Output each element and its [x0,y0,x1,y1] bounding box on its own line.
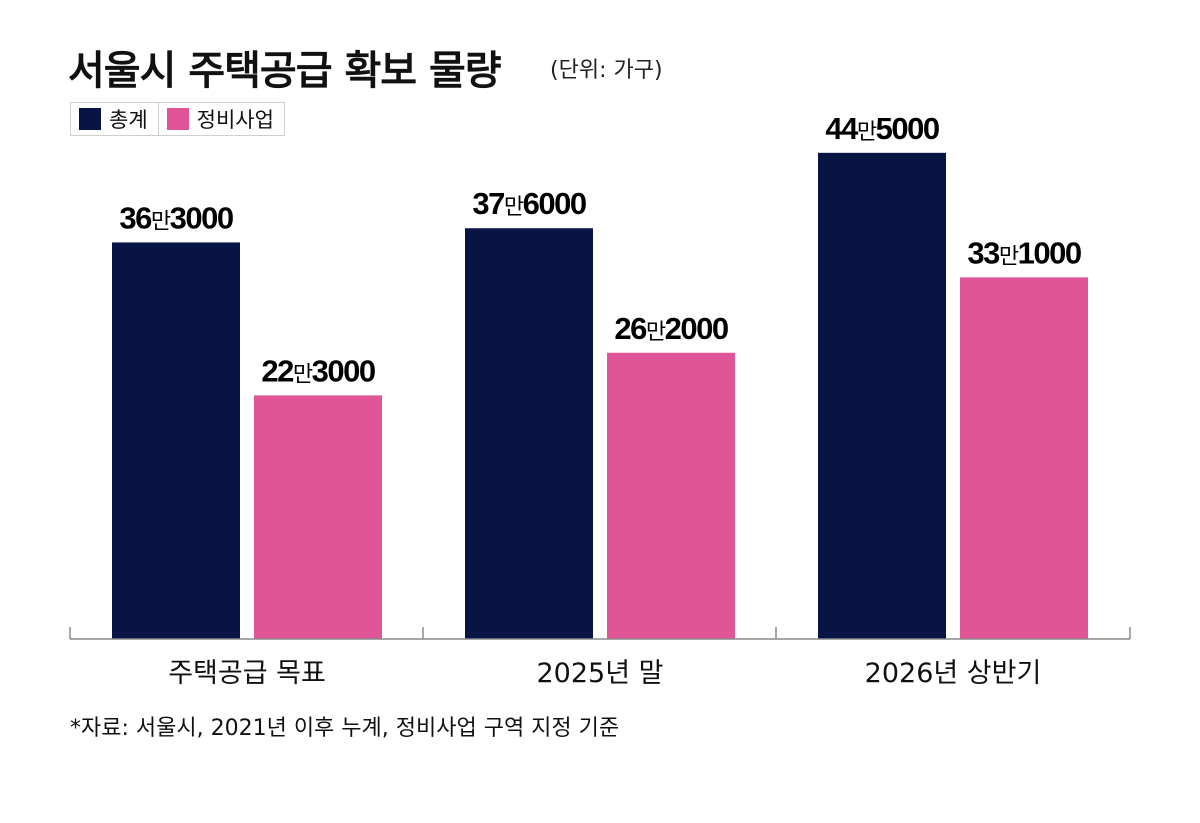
source-note: *자료: 서울시, 2021년 이후 누계, 정비사업 구역 지정 기준 [70,716,620,741]
unit-label: (단위: 가구) [550,58,663,83]
data-label-redevelopment-0: 22만3000 [261,353,374,388]
bar-redevelopment-2 [960,277,1088,639]
data-label-total-2: 44만5000 [825,111,938,146]
category-label-1: 2025년 말 [537,658,664,689]
bar-total-0 [112,242,240,640]
category-label-0: 주택공급 목표 [168,658,326,689]
legend-item-total: 총계 [70,102,159,136]
legend-item-redevelopment: 정비사업 [158,102,285,136]
category-label-2: 2026년 상반기 [865,658,1042,689]
chart-title: 서울시 주택공급 확보 물량 [68,48,502,94]
data-label-total-1: 37만6000 [472,186,585,221]
bar-redevelopment-1 [607,352,735,639]
legend-label-redevelopment: 정비사업 [196,108,274,132]
legend-swatch-redevelopment [166,108,189,130]
legend: 총계 정비사업 [70,102,285,136]
legend-swatch-total [79,108,101,130]
legend-label-total: 총계 [109,108,148,132]
data-label-redevelopment-2: 33만1000 [967,235,1080,270]
bar-total-2 [818,152,946,639]
data-label-total-0: 36만3000 [119,200,232,235]
data-label-redevelopment-1: 26만2000 [614,311,727,346]
bar-total-1 [465,228,593,639]
bar-redevelopment-0 [254,395,382,639]
